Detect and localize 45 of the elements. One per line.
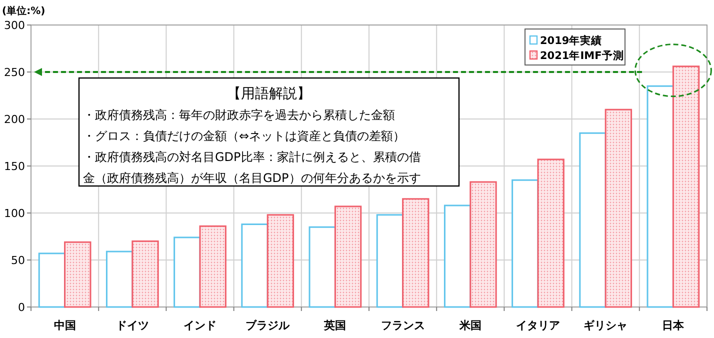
bar <box>604 108 632 308</box>
bar <box>402 198 430 308</box>
x-tick-label: インド <box>184 319 216 332</box>
y-tick-label: 300 <box>4 19 25 32</box>
bar <box>64 241 92 308</box>
x-tick-label: 日本 <box>662 319 686 332</box>
bar <box>646 85 674 308</box>
bar <box>308 226 336 308</box>
bar <box>266 214 294 308</box>
y-tick-label: 0 <box>18 301 25 314</box>
y-tick-label: 250 <box>4 66 25 79</box>
bar <box>199 225 226 308</box>
bar <box>132 240 159 308</box>
annotation: 【用語解説】 <box>227 86 311 102</box>
x-tick-label: ギリシャ <box>584 319 628 332</box>
x-tick-label: ドイツ <box>116 319 149 332</box>
bar <box>376 214 404 308</box>
x-tick-label: イタリア <box>516 319 560 332</box>
bar <box>444 204 472 308</box>
y-tick-label: 50 <box>11 254 25 267</box>
annotation: 金（政府債務残高）が年収（名目GDP）の何年分あるかを示す <box>83 171 421 185</box>
bar <box>334 206 362 308</box>
x-tick-label: ブラジル <box>246 319 291 332</box>
legend-label: 2019年実績 <box>540 34 602 47</box>
legend-label: 2021年IMF予測 <box>540 49 624 62</box>
x-tick-label: 中国 <box>54 319 76 332</box>
x-tick-label: 英国 <box>323 319 346 332</box>
annotation: ・グロス：負債だけの金額（⇔ネットは資産と負債の差額） <box>83 129 406 143</box>
bar <box>579 132 606 308</box>
y-tick-label: 100 <box>4 207 25 220</box>
annotation: ・政府債務残高：毎年の財政赤字を過去から累積した金額 <box>83 108 395 122</box>
bar <box>241 224 268 308</box>
bar <box>512 179 539 308</box>
y-tick-label: 200 <box>4 113 25 126</box>
y-tick-label: 150 <box>4 160 25 173</box>
bar <box>38 252 66 308</box>
annotation: ・政府債務残高の対名目GDP比率：家計に例えると、累積の借 <box>83 150 421 164</box>
y-axis-title: (単位:%) <box>2 5 46 17</box>
bar <box>672 66 700 308</box>
bar <box>174 236 201 308</box>
x-tick-label: フランス <box>380 319 425 332</box>
bar <box>537 158 564 308</box>
x-tick-label: 米国 <box>458 319 482 332</box>
bar <box>106 250 134 308</box>
bar <box>470 181 497 308</box>
